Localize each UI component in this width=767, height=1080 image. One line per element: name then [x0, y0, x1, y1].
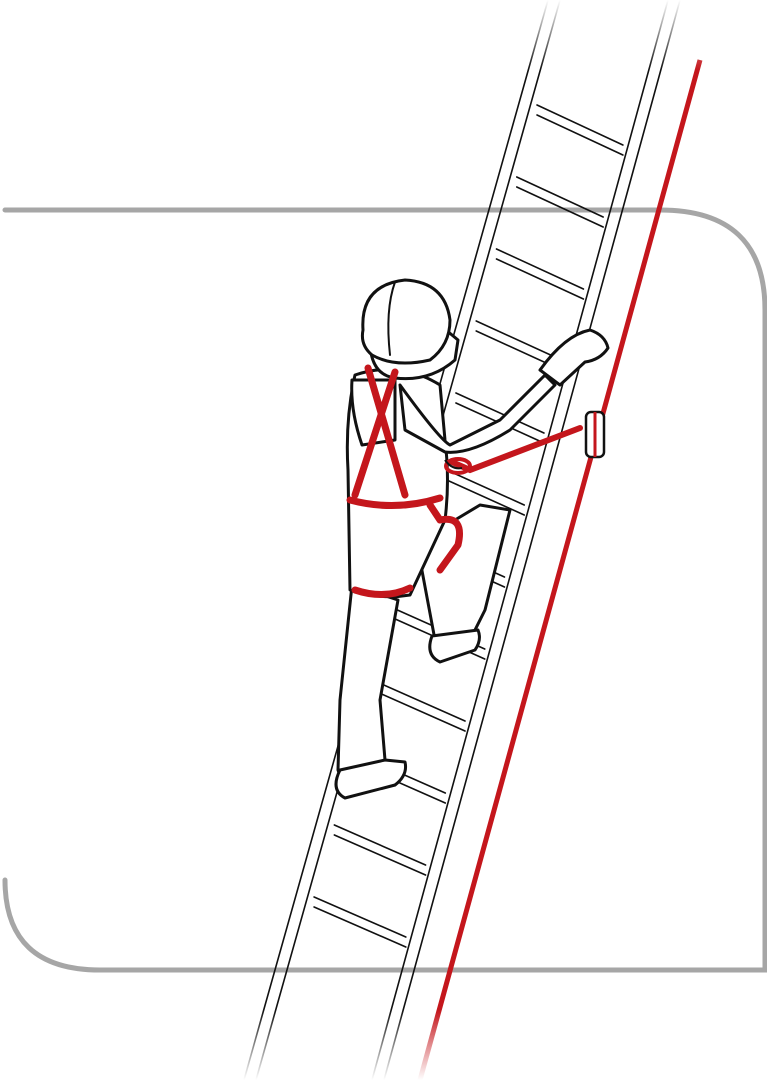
ladder-rung	[495, 258, 585, 300]
ladder-rung	[455, 392, 545, 434]
frame-outline	[2, 207, 767, 973]
harness-right-strap	[351, 368, 399, 499]
hard-hat-icon	[360, 278, 452, 365]
ladder-rung	[313, 906, 407, 948]
worker-left-boot	[334, 758, 407, 800]
ladder-rung	[333, 824, 427, 866]
lanyard	[444, 425, 583, 475]
ladder-rung	[536, 114, 624, 156]
harness-thigh-strap	[351, 584, 414, 598]
harness	[346, 364, 463, 598]
ladder-rung	[515, 176, 604, 218]
ladder-rung	[434, 474, 526, 516]
worker-right-arm	[398, 373, 557, 454]
ladder-rung	[333, 834, 427, 876]
ladder-rung	[495, 248, 585, 290]
ladder-rung	[475, 320, 565, 362]
ladder-rung	[374, 690, 466, 732]
harness-hip-strap	[426, 501, 463, 574]
ladder-rung	[374, 680, 466, 722]
ladder-rung	[536, 104, 624, 146]
worker-hand	[538, 328, 610, 387]
harness-left-strap	[364, 364, 409, 499]
safety-rail	[417, 59, 703, 1080]
worker-right-boot	[428, 628, 481, 664]
ladder-rung	[515, 186, 604, 228]
rope-grab-icon	[584, 410, 606, 459]
harness-waist-belt	[346, 494, 444, 509]
ladder-rung	[313, 896, 407, 938]
